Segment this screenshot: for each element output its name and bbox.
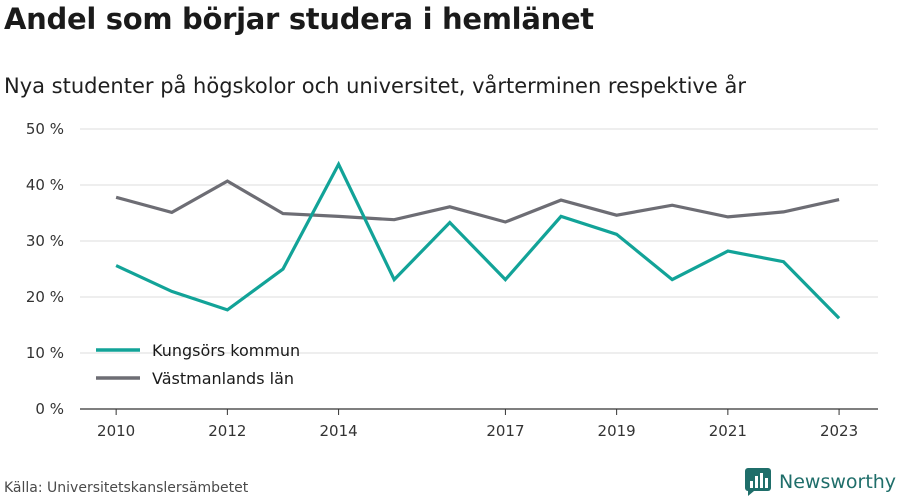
y-tick-label: 0 % bbox=[35, 400, 64, 418]
x-tick-label: 2017 bbox=[486, 422, 524, 440]
series-line-vastmanland bbox=[115, 179, 840, 224]
source-note: Källa: Universitetskanslersämbetet bbox=[4, 480, 249, 496]
line-chart: 0 % 10 % 20 % 30 % 40 % 50 % 2010 2012 2014 2017 2… bbox=[26, 120, 878, 440]
x-tick-label: 2021 bbox=[709, 422, 747, 440]
chart-subtitle: Nya studenter på högskolor och universit… bbox=[4, 74, 746, 98]
bar-chart-logo-icon bbox=[745, 468, 771, 496]
y-tick-label: 50 % bbox=[26, 120, 64, 138]
chart-title: Andel som börjar studera i hemlänet bbox=[4, 2, 594, 36]
y-tick-label: 20 % bbox=[26, 288, 64, 306]
x-tick-label: 2023 bbox=[820, 422, 858, 440]
y-tick-label: 30 % bbox=[26, 232, 64, 250]
y-tick-label: 10 % bbox=[26, 344, 64, 362]
x-tick-label: 2012 bbox=[208, 422, 246, 440]
series-line-kungsor bbox=[115, 160, 841, 320]
legend-label-vastmanland: Västmanlands län bbox=[152, 369, 294, 388]
x-tick-label: 2014 bbox=[319, 422, 357, 440]
brand-logo: Newsworthy bbox=[745, 468, 896, 496]
x-tick-label: 2010 bbox=[97, 422, 135, 440]
brand-name: Newsworthy bbox=[779, 471, 897, 493]
y-tick-label: 40 % bbox=[26, 176, 64, 194]
x-tick-label: 2019 bbox=[598, 422, 636, 440]
legend-label-kungsor: Kungsörs kommun bbox=[152, 341, 300, 360]
